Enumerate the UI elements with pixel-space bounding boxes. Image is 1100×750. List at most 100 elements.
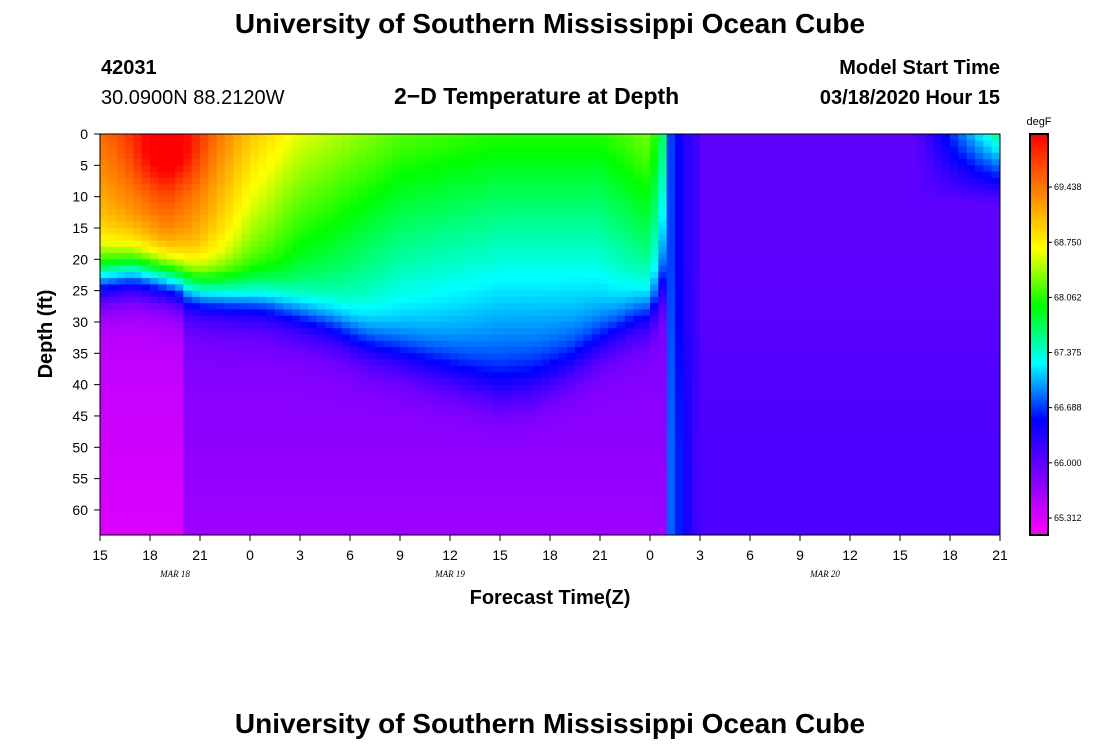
heatmap-cell [508,190,518,198]
heatmap-cell [633,340,643,348]
heatmap-cell [675,227,684,235]
heatmap-cell [433,234,443,242]
heatmap-cell [366,491,376,499]
heatmap-cell [383,478,393,486]
heatmap-cell [566,516,576,524]
heatmap-cell [500,415,509,423]
heatmap-cell [416,328,426,336]
heatmap-cell [291,196,301,204]
heatmap-cell [383,334,393,342]
heatmap-cell [733,447,743,455]
heatmap-cell [441,215,451,223]
heatmap-cell [591,459,601,467]
heatmap-cell [133,466,143,473]
heatmap-cell [716,278,726,285]
heatmap-cell [191,491,201,499]
heatmap-cell [625,134,634,141]
heatmap-cell [516,146,526,154]
heatmap-cell [366,190,376,198]
heatmap-cell [741,278,751,285]
heatmap-cell [400,509,409,517]
heatmap-cell [716,234,726,242]
heatmap-cell [600,221,609,229]
heatmap-cell [741,202,751,210]
heatmap-cell [591,484,601,492]
heatmap-cell [550,472,559,480]
heatmap-cell [658,528,668,535]
heatmap-cell [516,240,526,248]
heatmap-cell [733,140,743,148]
heatmap-cell [183,497,193,505]
heatmap-cell [200,415,209,423]
heatmap-cell [608,365,618,373]
heatmap-cell [358,434,368,442]
heatmap-cell [525,403,534,411]
heatmap-cell [591,466,601,473]
heatmap-cell [316,334,326,342]
heatmap-cell [716,372,726,379]
heatmap-cell [616,459,626,467]
heatmap-cell [150,528,159,535]
heatmap-cell [608,372,618,379]
heatmap-cell [525,491,534,499]
heatmap-cell [450,221,459,229]
heatmap-cell [541,246,551,254]
heatmap-cell [341,246,351,254]
heatmap-cell [716,321,726,329]
heatmap-cell [208,359,218,367]
heatmap-cell [100,265,109,273]
heatmap-cell [233,134,243,141]
heatmap-cell [441,365,451,373]
heatmap-cell [400,466,409,473]
heatmap-cell [166,321,176,329]
heatmap-cell [366,196,376,204]
heatmap-cell [641,165,651,173]
heatmap-cell [516,340,526,348]
heatmap-cell [558,484,568,492]
heatmap-cell [708,202,718,210]
heatmap-cell [633,284,643,292]
heatmap-cell [333,152,343,160]
heatmap-cell [575,227,584,235]
heatmap-cell [675,509,684,517]
heatmap-cell [425,134,434,141]
heatmap-cell [183,472,193,480]
heatmap-cell [691,240,701,248]
heatmap-cell [483,196,493,204]
heatmap-cell [316,453,326,461]
heatmap-cell [650,209,659,217]
heatmap-cell [558,466,568,473]
heatmap-cell [341,190,351,198]
heatmap-cell [108,528,118,535]
heatmap-cell [191,441,201,448]
heatmap-cell [241,522,251,530]
heatmap-cell [741,472,751,480]
heatmap-cell [108,466,118,473]
heatmap-cell [358,428,368,436]
heatmap-cell [450,378,459,386]
heatmap-cell [291,184,301,191]
heatmap-cell [558,353,568,361]
heatmap-cell [183,478,193,486]
heatmap-cell [650,146,659,154]
heatmap-cell [375,253,384,260]
heatmap-cell [208,152,218,160]
heatmap-cell [700,221,709,229]
heatmap-cell [391,134,401,141]
heatmap-cell [350,340,359,348]
heatmap-cell [541,353,551,361]
heatmap-cell [708,278,718,285]
heatmap-cell [325,209,334,217]
heatmap-cell [266,390,276,398]
heatmap-cell [208,403,218,411]
heatmap-cell [441,509,451,517]
heatmap-cell [691,528,701,535]
heatmap-cell [591,140,601,148]
heatmap-cell [616,441,626,448]
heatmap-cell [216,303,226,311]
heatmap-cell [433,516,443,524]
heatmap-cell [333,265,343,273]
heatmap-cell [208,246,218,254]
heatmap-cell [566,253,576,260]
heatmap-cell [458,171,468,179]
